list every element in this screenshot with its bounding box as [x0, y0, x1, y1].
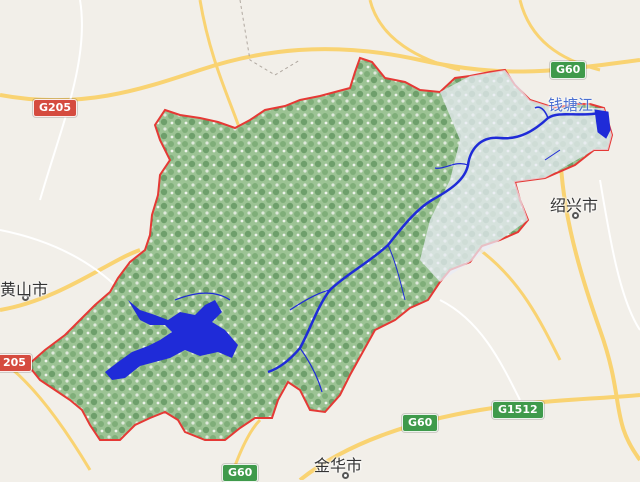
city-label-shaoxing[interactable]: 绍兴市: [550, 196, 599, 215]
city-marker: [22, 294, 29, 301]
city-marker: [572, 212, 579, 219]
lake: [105, 300, 238, 380]
route-shield: G1512: [492, 401, 544, 419]
city-label-huangshan[interactable]: 黄山市: [0, 280, 49, 299]
river-label: 钱塘江: [548, 96, 594, 114]
city-label-jinhua[interactable]: 金华市: [314, 456, 363, 475]
province-border: [239, 0, 301, 76]
route-shield: G60: [402, 414, 439, 432]
route-shield: G60: [550, 61, 587, 79]
city-marker: [342, 472, 349, 479]
route-shield: G60: [222, 464, 259, 482]
route-shield: G205: [33, 99, 77, 117]
route-shield: 205: [0, 354, 32, 372]
river-network: [174, 106, 611, 393]
